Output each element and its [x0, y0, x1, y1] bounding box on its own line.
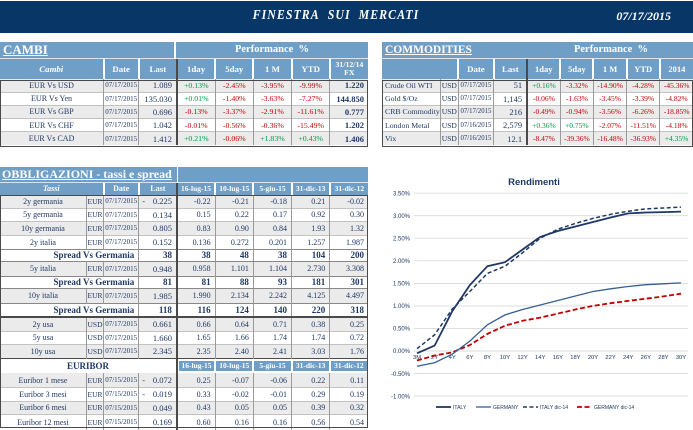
svg-text:16Y: 16Y: [553, 355, 563, 361]
svg-text:0.00%: 0.00%: [393, 349, 411, 355]
svg-text:0.50%: 0.50%: [393, 327, 411, 333]
svg-text:3M: 3M: [413, 355, 421, 361]
svg-text:ITALY dic-14: ITALY dic-14: [540, 405, 568, 411]
svg-text:20Y: 20Y: [588, 355, 598, 361]
svg-text:-0.50%: -0.50%: [391, 372, 411, 378]
svg-text:8Y: 8Y: [484, 355, 491, 361]
svg-text:3.00%: 3.00%: [393, 214, 411, 220]
svg-text:6Y: 6Y: [466, 355, 473, 361]
svg-text:18Y: 18Y: [570, 355, 580, 361]
svg-text:2Y: 2Y: [431, 355, 438, 361]
svg-text:Rendimenti: Rendimenti: [508, 177, 560, 188]
svg-text:10Y: 10Y: [500, 355, 510, 361]
svg-text:28Y: 28Y: [658, 355, 668, 361]
svg-text:2.50%: 2.50%: [393, 237, 411, 243]
svg-text:22Y: 22Y: [605, 355, 615, 361]
svg-text:4Y: 4Y: [449, 355, 456, 361]
svg-text:GERMANY dic-14: GERMANY dic-14: [594, 405, 634, 411]
svg-text:2.00%: 2.00%: [393, 259, 411, 265]
svg-text:1.50%: 1.50%: [393, 282, 411, 288]
svg-text:-1.00%: -1.00%: [391, 394, 411, 400]
svg-text:1.00%: 1.00%: [393, 304, 411, 310]
svg-text:12Y: 12Y: [517, 355, 527, 361]
svg-text:ITALY: ITALY: [453, 405, 467, 411]
svg-text:26Y: 26Y: [641, 355, 651, 361]
svg-text:3.50%: 3.50%: [393, 191, 411, 197]
svg-text:30Y: 30Y: [676, 355, 686, 361]
svg-text:GERMANY: GERMANY: [493, 405, 519, 411]
svg-text:14Y: 14Y: [535, 355, 545, 361]
svg-text:24Y: 24Y: [623, 355, 633, 361]
